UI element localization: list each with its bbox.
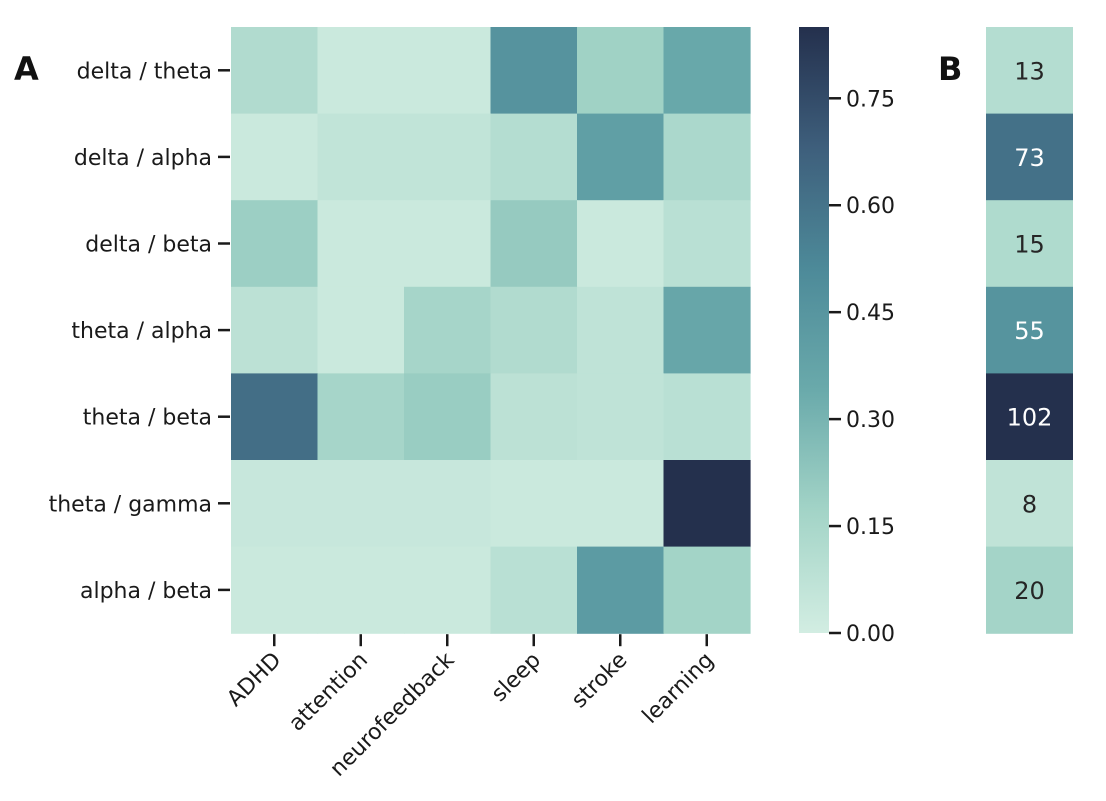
colorbar-bar [799, 27, 829, 633]
colorbar-tick-label-0-00: 0.00 [846, 622, 895, 647]
colorbar-tick-label-0-45: 0.45 [846, 301, 895, 326]
colorbar-tick-label-0-30: 0.30 [846, 408, 895, 433]
row-label-theta-beta: theta / beta [83, 406, 212, 431]
heatmap-cell-alpha-beta-adhd [231, 546, 319, 634]
heatmap-cell-theta-alpha-attention [317, 286, 405, 374]
col-label-sleep: sleep [487, 648, 546, 707]
colorbar-tick-label-0-75: 0.75 [846, 87, 895, 112]
heatmap-cell-theta-beta-adhd [231, 373, 319, 461]
heatmap-cell-theta-alpha-stroke [577, 286, 665, 374]
count-cell-alpha-beta [986, 546, 1073, 634]
heatmap-cell-delta-beta-adhd [231, 200, 319, 288]
col-label-adhd: ADHD [223, 648, 287, 712]
row-label-theta-gamma: theta / gamma [49, 492, 212, 517]
heatmap-cell-theta-alpha-sleep [490, 286, 578, 374]
heatmap-cell-theta-beta-stroke [577, 373, 665, 461]
heatmap-cell-delta-alpha-neurofeedback [404, 113, 492, 201]
heatmap-cell-alpha-beta-attention [317, 546, 405, 634]
heatmap-cell-theta-beta-neurofeedback [404, 373, 492, 461]
row-label-delta-theta: delta / theta [77, 59, 212, 84]
count-cell-theta-gamma [986, 460, 1073, 548]
heatmap-cell-delta-alpha-attention [317, 113, 405, 201]
heatmap-cell-theta-beta-sleep [490, 373, 578, 461]
count-cell-theta-alpha [986, 286, 1073, 374]
heatmap-cell-alpha-beta-learning [663, 546, 751, 634]
colorbar: 0.00 0.15 0.30 0.45 0.60 0.75 [799, 27, 895, 647]
heatmap-cell-delta-theta-sleep [490, 27, 578, 115]
col-label-learning: learning [638, 648, 719, 729]
heatmap-cell-delta-theta-adhd [231, 27, 319, 115]
count-cell-delta-beta [986, 200, 1073, 288]
heatmap-cell-theta-gamma-attention [317, 460, 405, 548]
heatmap-cell-theta-gamma-stroke [577, 460, 665, 548]
row-label-delta-alpha: delta / alpha [74, 146, 212, 171]
col-label-attention: attention [284, 648, 373, 737]
heatmap-cell-alpha-beta-neurofeedback [404, 546, 492, 634]
count-label-theta-beta: 102 [1007, 404, 1053, 432]
count-label-delta-beta: 15 [1014, 231, 1045, 259]
panel-a-letter: A [14, 50, 39, 88]
col-label-stroke: stroke [567, 648, 632, 713]
count-cell-theta-beta [986, 373, 1073, 461]
heatmap-cell-delta-theta-neurofeedback [404, 27, 492, 115]
colorbar-tick-label-0-60: 0.60 [846, 194, 895, 219]
count-cell-delta-alpha [986, 113, 1073, 201]
heatmap-cell-theta-gamma-sleep [490, 460, 578, 548]
count-cell-delta-theta [986, 27, 1073, 115]
heatmap-cell-theta-alpha-adhd [231, 286, 319, 374]
row-label-alpha-beta: alpha / beta [80, 579, 212, 604]
count-label-theta-alpha: 55 [1014, 317, 1045, 345]
heatmap-cell-alpha-beta-stroke [577, 546, 665, 634]
count-label-delta-theta: 13 [1014, 57, 1045, 85]
colorbar-tick-label-0-15: 0.15 [846, 515, 895, 540]
heatmap-cell-theta-gamma-adhd [231, 460, 319, 548]
heatmap-cell-theta-alpha-neurofeedback [404, 286, 492, 374]
heatmap-cell-delta-beta-stroke [577, 200, 665, 288]
heatmap-cell-delta-beta-learning [663, 200, 751, 288]
row-label-delta-beta: delta / beta [85, 233, 212, 258]
heatmap-cell-delta-beta-attention [317, 200, 405, 288]
heatmap-cell-delta-theta-learning [663, 27, 751, 115]
count-label-delta-alpha: 73 [1014, 144, 1045, 172]
heatmap-cell-delta-alpha-sleep [490, 113, 578, 201]
heatmap-panel-b: 13 73 15 55 102 8 20 [986, 27, 1073, 634]
heatmap-cell-delta-beta-sleep [490, 200, 578, 288]
count-label-alpha-beta: 20 [1014, 577, 1045, 605]
heatmap-cell-alpha-beta-sleep [490, 546, 578, 634]
heatmap-cell-delta-theta-stroke [577, 27, 665, 115]
heatmap-cell-delta-alpha-stroke [577, 113, 665, 201]
heatmap-panel-a: delta / theta delta / alpha delta / beta th… [49, 27, 751, 782]
panel-b-letter: B [938, 50, 962, 88]
heatmap-cell-delta-alpha-learning [663, 113, 751, 201]
heatmap-cell-theta-beta-learning [663, 373, 751, 461]
heatmap-cell-delta-alpha-adhd [231, 113, 319, 201]
heatmap-cell-theta-gamma-neurofeedback [404, 460, 492, 548]
heatmap-cell-theta-beta-attention [317, 373, 405, 461]
count-label-theta-gamma: 8 [1022, 490, 1037, 518]
heatmap-cell-delta-theta-attention [317, 27, 405, 115]
heatmap-cell-theta-alpha-learning [663, 286, 751, 374]
heatmap-cell-delta-beta-neurofeedback [404, 200, 492, 288]
heatmap-cell-theta-gamma-learning [663, 460, 751, 548]
row-label-theta-alpha: theta / alpha [71, 319, 212, 344]
